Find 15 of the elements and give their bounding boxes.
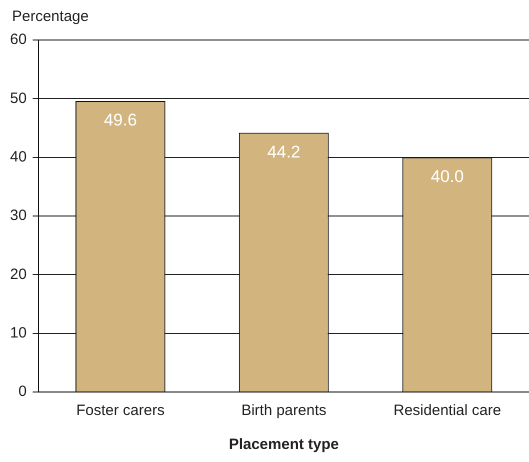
y-tick-label: 20: [10, 266, 27, 283]
x-tick-label: Residential care: [394, 402, 502, 420]
data-label: 40.0: [430, 167, 464, 186]
x-axis-title: Placement type: [228, 436, 339, 454]
y-tick-label: 60: [10, 31, 27, 48]
y-tick-label: 50: [10, 90, 27, 107]
y-tick-label: 30: [10, 207, 27, 224]
data-label: 49.6: [104, 110, 137, 130]
y-axis-title: Percentage: [12, 8, 89, 26]
y-tick-label: 0: [18, 383, 27, 400]
y-tick-label: 40: [10, 148, 27, 166]
x-tick-label: Birth parents: [241, 402, 326, 420]
x-tick-label: Foster carers: [76, 402, 165, 420]
data-label: 44.2: [267, 142, 300, 162]
y-tick-label: 10: [10, 324, 27, 342]
